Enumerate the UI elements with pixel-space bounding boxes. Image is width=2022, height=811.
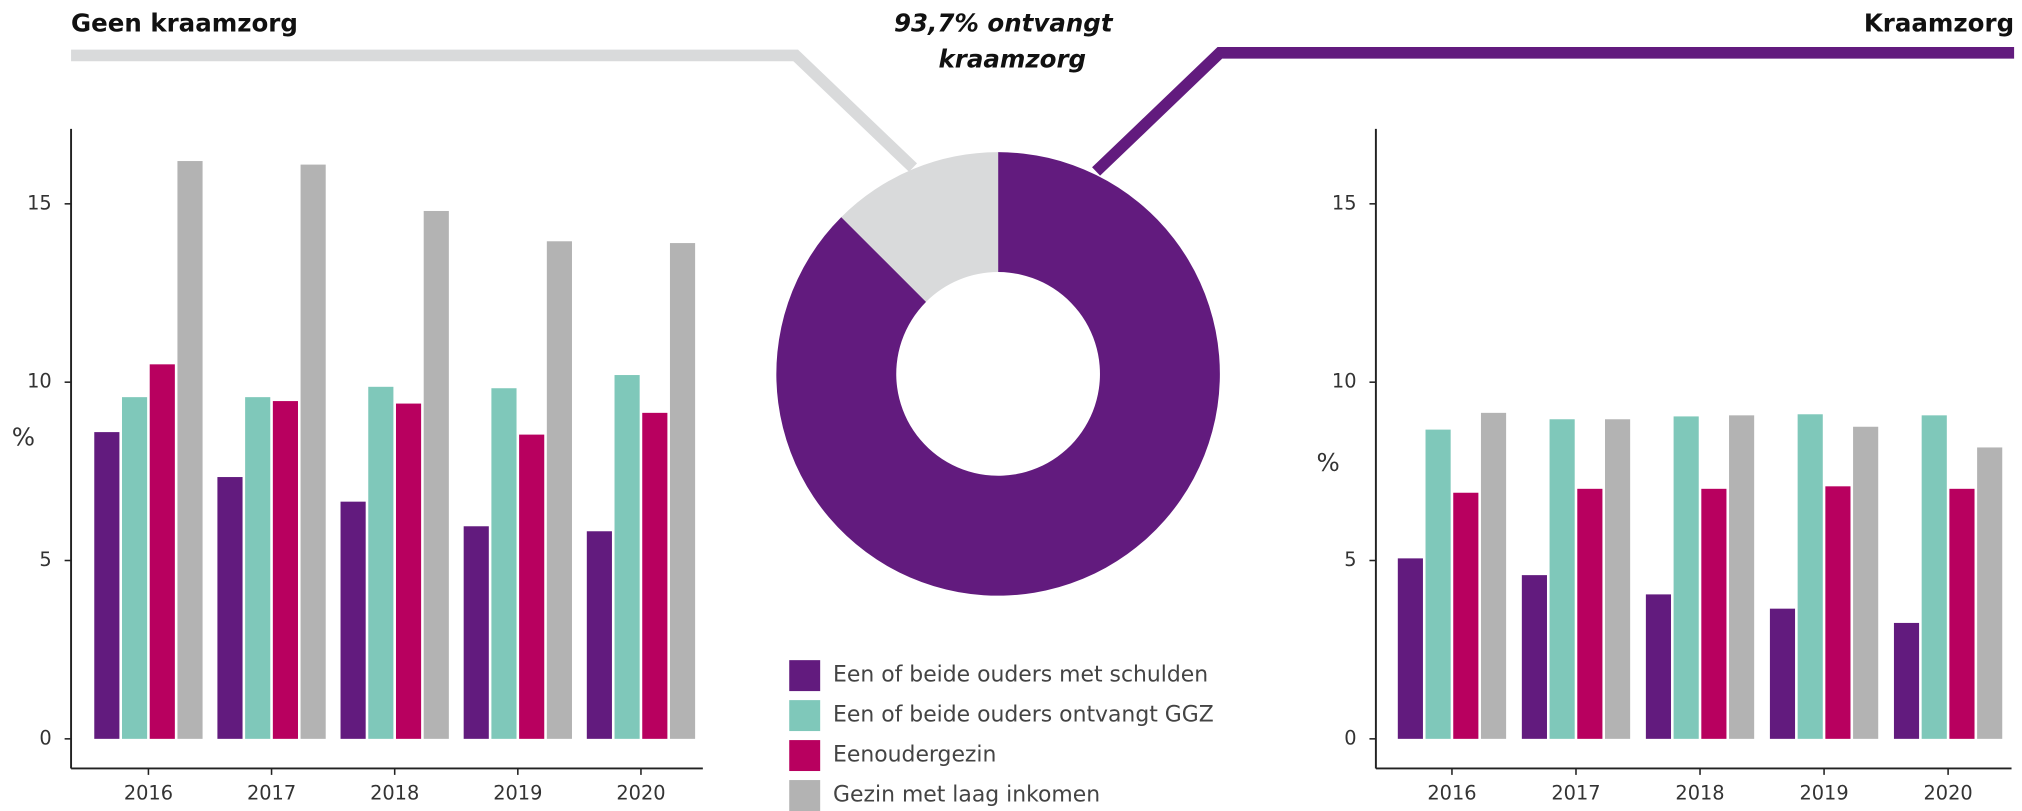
donut-slice bbox=[776, 152, 1220, 596]
bar bbox=[1893, 622, 1920, 739]
bar bbox=[1480, 412, 1507, 739]
bar bbox=[423, 210, 449, 739]
y-tick-label: 15 bbox=[1332, 191, 1357, 214]
bar bbox=[1453, 492, 1479, 739]
y-tick-label: 0 bbox=[39, 726, 51, 749]
bar bbox=[1977, 447, 2003, 739]
bar bbox=[1701, 488, 1727, 739]
legend-label: Een of beide ouders met schulden bbox=[833, 663, 1208, 688]
y-tick-label: 10 bbox=[27, 370, 52, 393]
bar bbox=[149, 364, 175, 739]
bar bbox=[217, 477, 243, 739]
bar bbox=[1797, 414, 1823, 739]
x-tick-label: 2020 bbox=[616, 782, 665, 805]
legend-swatch bbox=[789, 700, 821, 732]
legend-swatch bbox=[789, 660, 821, 692]
chart-title: Geen kraamzorg bbox=[71, 8, 298, 37]
chart-title: Kraamzorg bbox=[1864, 8, 2014, 37]
chart-title: kraamzorg bbox=[938, 45, 1086, 74]
y-axis-label: % bbox=[1317, 448, 1340, 477]
x-tick-label: 2016 bbox=[1427, 782, 1476, 805]
bar bbox=[94, 432, 120, 739]
x-tick-label: 2017 bbox=[1551, 782, 1600, 805]
bar bbox=[245, 397, 271, 739]
bar bbox=[1521, 575, 1547, 739]
bar bbox=[519, 434, 545, 739]
bar bbox=[1645, 594, 1672, 739]
y-tick-label: 15 bbox=[27, 191, 52, 214]
bar bbox=[1605, 419, 1631, 739]
x-tick-label: 2017 bbox=[247, 782, 296, 805]
bar bbox=[340, 501, 366, 739]
bar bbox=[1949, 488, 1975, 739]
legend-label: Een of beide ouders ontvangt GGZ bbox=[833, 703, 1214, 728]
x-tick-label: 2019 bbox=[493, 782, 542, 805]
bar bbox=[1577, 488, 1603, 739]
bar bbox=[272, 401, 298, 739]
bar bbox=[368, 386, 394, 739]
donut-slice bbox=[841, 152, 999, 302]
y-tick-label: 10 bbox=[1332, 370, 1357, 393]
bar bbox=[1425, 429, 1451, 739]
legend-swatch bbox=[789, 780, 821, 811]
bar bbox=[1549, 419, 1575, 739]
x-tick-label: 2018 bbox=[1675, 782, 1724, 805]
chart-title: 93,7% ontvangt bbox=[894, 8, 1114, 37]
x-tick-label: 2020 bbox=[1923, 782, 1972, 805]
y-axis-label: % bbox=[12, 422, 35, 451]
bar bbox=[586, 531, 612, 739]
bar bbox=[1673, 416, 1699, 739]
bar bbox=[642, 412, 668, 739]
y-tick-label: 0 bbox=[1344, 726, 1356, 749]
connector bbox=[71, 49, 918, 172]
bar bbox=[1397, 558, 1423, 739]
bar bbox=[1825, 486, 1851, 739]
x-tick-label: 2018 bbox=[370, 782, 419, 805]
legend-swatch bbox=[789, 740, 821, 772]
legend-label: Eenoudergezin bbox=[833, 743, 996, 768]
bar bbox=[1729, 415, 1755, 739]
bar bbox=[614, 375, 640, 739]
bar bbox=[669, 243, 696, 739]
bar bbox=[1921, 415, 1947, 739]
bar bbox=[1769, 608, 1796, 739]
bar bbox=[463, 526, 489, 739]
legend-label: Gezin met laag inkomen bbox=[833, 783, 1100, 808]
bar bbox=[546, 241, 572, 739]
bar bbox=[395, 403, 422, 739]
x-tick-label: 2016 bbox=[124, 782, 173, 805]
bar bbox=[177, 161, 203, 739]
bar bbox=[1853, 426, 1879, 739]
y-tick-label: 5 bbox=[1344, 548, 1356, 571]
bar bbox=[121, 397, 148, 739]
bar bbox=[491, 388, 517, 739]
x-tick-label: 2019 bbox=[1799, 782, 1848, 805]
bar bbox=[300, 164, 326, 739]
connector bbox=[1092, 47, 2015, 176]
y-tick-label: 5 bbox=[39, 548, 51, 571]
